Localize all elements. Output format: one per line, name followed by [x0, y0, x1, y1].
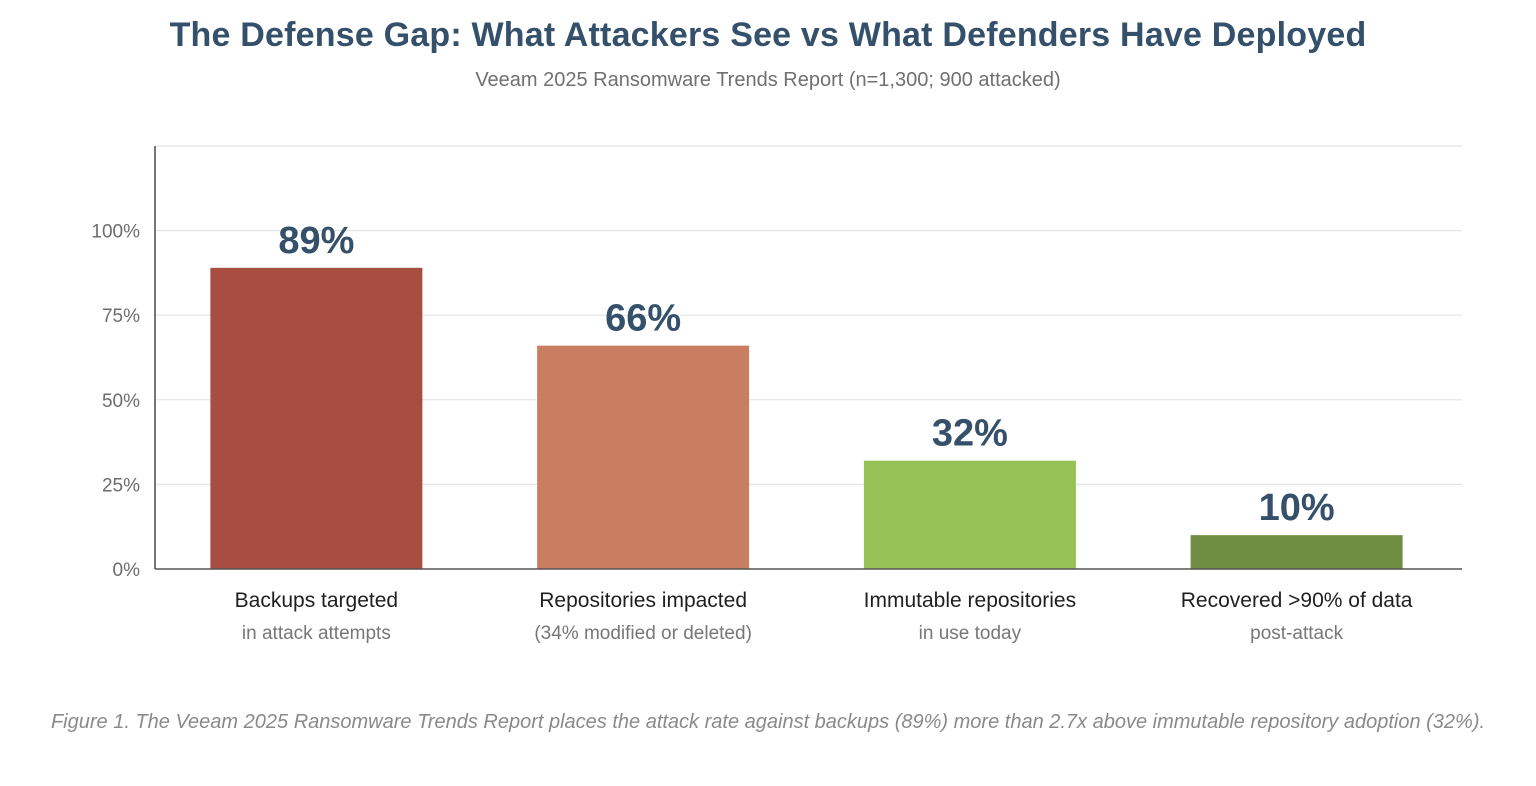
y-tick-label: 75% [102, 306, 140, 327]
bar [1190, 535, 1403, 569]
y-tick-label: 0% [113, 560, 141, 581]
value-labels: 89% 66% 32% 10% [278, 220, 1334, 529]
figure-caption: Figure 1. The Veeam 2025 Ransomware Tren… [50, 711, 1486, 733]
bar-chart: 0% 25% 50% 75% 100% 89% 66% 32% 10% Backups tar… [91, 145, 1462, 644]
bar-value-label: 89% [278, 220, 354, 262]
x-category-label: Immutable repositories [864, 589, 1076, 612]
bar [863, 460, 1076, 569]
x-category-label: Recovered >90% of data [1181, 589, 1413, 612]
bar [210, 267, 423, 569]
y-tick-label: 100% [91, 222, 140, 243]
bar [537, 345, 750, 569]
bar-value-label: 32% [932, 413, 1008, 455]
chart-subtitle: Veeam 2025 Ransomware Trends Report (n=1… [475, 69, 1061, 91]
x-category-sublabel: in attack attempts [242, 623, 391, 644]
x-category-sublabel: in use today [919, 623, 1022, 644]
x-category-sublabel: post-attack [1250, 623, 1343, 644]
y-axis-ticks: 0% 25% 50% 75% 100% [91, 222, 140, 581]
y-tick-label: 50% [102, 391, 140, 412]
chart-title: The Defense Gap: What Attackers See vs W… [169, 16, 1367, 54]
x-axis-labels: Backups targeted in attack attempts Reposi… [235, 589, 1413, 644]
x-category-label: Repositories impacted [539, 589, 747, 612]
x-category-sublabel: (34% modified or deleted) [534, 623, 752, 644]
x-category-label: Backups targeted [235, 589, 398, 612]
bar-value-label: 10% [1259, 487, 1335, 529]
y-tick-label: 25% [102, 475, 140, 496]
bars [210, 267, 1403, 569]
bar-value-label: 66% [605, 298, 681, 340]
